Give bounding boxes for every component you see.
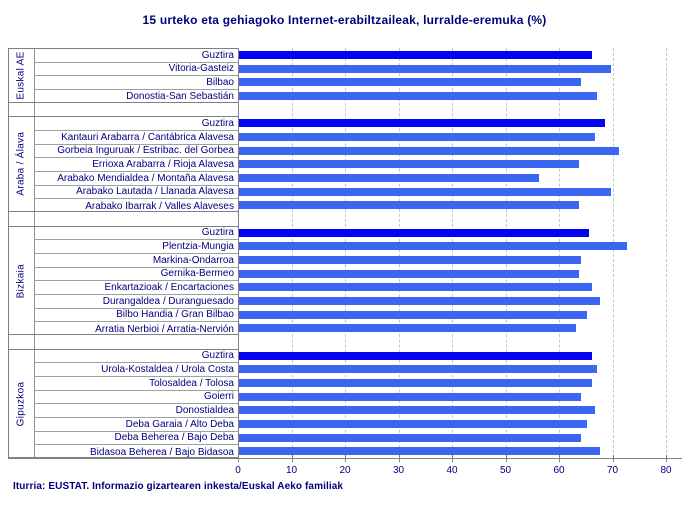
category-label: Donostialdea <box>34 404 238 418</box>
category-label: Bilbao <box>34 76 238 90</box>
bar-total <box>239 351 593 360</box>
bar <box>239 242 627 251</box>
category-label: Guztira <box>34 350 238 364</box>
category-group-1: Euskal AE Guztira Vitoria-Gasteiz Bilbao Don… <box>8 48 238 103</box>
category-label: Arratia Nerbioi / Arratia-Nervión <box>95 323 234 335</box>
x-axis-tick-label: 30 <box>392 465 405 476</box>
category-label: Vitoria-Gasteiz <box>34 63 238 77</box>
bar <box>239 283 593 292</box>
category-label: Gernika-Bermeo <box>34 268 238 282</box>
category-label: Arabako Lautada / Llanada Alavesa <box>34 186 238 200</box>
category-label: Durangaldea / Duranguesado <box>34 295 238 309</box>
x-axis-tick-label: 80 <box>660 465 672 476</box>
gridline-x-80 <box>666 48 667 458</box>
category-label: Guztira <box>34 117 238 131</box>
group-name-label: Bizkaia <box>15 263 27 298</box>
bar <box>239 173 539 182</box>
x-axis-tick-label: 0 <box>235 465 241 476</box>
category-label: Enkartazioak / Encartaciones <box>34 281 238 295</box>
category-label: Deba Garaia / Alto Deba <box>34 418 238 432</box>
category-label: Goierri <box>34 391 238 405</box>
category-label: Urola-Kostaldea / Urola Costa <box>34 363 238 377</box>
bar <box>239 324 577 333</box>
bar <box>239 64 611 73</box>
x-axis-tick-label: 50 <box>499 465 512 476</box>
group-name-label: Euskal AE <box>15 51 27 100</box>
bar-total <box>239 228 590 237</box>
category-label: Bidasoa Beherea / Bajo Bidasoa <box>90 446 234 458</box>
x-axis-tick <box>398 455 400 462</box>
group-name-label: Gipuzkoa <box>15 381 27 426</box>
category-label: Tolosaldea / Tolosa <box>34 377 238 391</box>
bar <box>239 132 595 141</box>
category-label: Bilbo Handia / Gran Bilbao <box>34 309 238 323</box>
chart-title: 15 urteko eta gehiagoko Internet-erabilt… <box>142 13 547 27</box>
bar-chart: Euskal AE Guztira Vitoria-Gasteiz Bilbao Don… <box>8 48 682 480</box>
label-area-left-border <box>8 48 9 458</box>
bar <box>239 91 598 100</box>
category-group-4: Gipuzkoa Guztira Urola-Kostaldea / Urola C… <box>8 348 238 458</box>
bar <box>239 406 595 415</box>
category-label: Errioxa Arabarra / Rioja Alavesa <box>34 158 238 172</box>
x-axis-tick <box>452 455 453 462</box>
category-label: Deba Beherea / Bajo Deba <box>34 432 238 446</box>
bar <box>239 146 619 155</box>
bar <box>239 187 611 196</box>
bar <box>239 392 582 401</box>
bar <box>239 201 579 210</box>
x-axis-tick-label: 70 <box>606 465 619 476</box>
bar <box>239 378 593 387</box>
category-label: Arabako Ibarrak / Valles Alaveses <box>85 200 234 212</box>
gridline-x-70 <box>612 48 614 458</box>
gridline-x-20 <box>345 48 346 458</box>
category-label: Donostia-San Sebastián <box>126 91 234 103</box>
bar <box>239 447 601 456</box>
x-axis-tick-label: 40 <box>446 465 458 476</box>
bar-total <box>239 119 606 128</box>
x-axis-tick <box>238 455 239 462</box>
x-axis-tick <box>666 455 667 462</box>
category-label: Guztira <box>34 49 238 63</box>
bar-total <box>239 50 593 59</box>
x-axis-tick <box>559 455 560 462</box>
gridline-x-60 <box>559 48 560 458</box>
group-name-label: Araba / Álava <box>15 132 27 197</box>
bar <box>239 310 587 319</box>
plot-area <box>238 48 682 458</box>
bar <box>239 419 587 428</box>
bar <box>239 255 582 264</box>
gridline-x-50 <box>505 48 507 458</box>
x-axis-tick-label: 60 <box>553 465 565 476</box>
category-axis-line <box>238 48 239 458</box>
bar <box>239 296 601 305</box>
x-axis-tick <box>291 455 293 462</box>
category-label: Guztira <box>34 227 238 241</box>
x-axis-tick <box>612 455 614 462</box>
category-label: Plentzia-Mungia <box>34 240 238 254</box>
bar <box>239 78 582 87</box>
category-group-3: Bizkaia Guztira Plentzia-Mungia Markina-Ond… <box>8 225 238 335</box>
gridline-x-40 <box>452 48 453 458</box>
x-axis-tick-label: 10 <box>285 465 298 476</box>
category-label: Markina-Ondarroa <box>34 254 238 268</box>
x-axis-tick-label: 20 <box>339 465 351 476</box>
gridline-x-30 <box>398 48 400 458</box>
bar <box>239 365 598 374</box>
bar <box>239 160 579 169</box>
x-axis-tick <box>505 455 507 462</box>
bar <box>239 433 582 442</box>
x-axis-tick <box>345 455 346 462</box>
category-group-2: Araba / Álava Guztira Kantauri Arabarra / … <box>8 116 238 212</box>
gridline-x-10 <box>291 48 293 458</box>
category-label: Kantauri Arabarra / Cantábrica Alavesa <box>34 131 238 145</box>
source-note: Iturria: EUSTAT. Informazio gizartearen … <box>13 481 344 492</box>
bar <box>239 269 579 278</box>
category-label: Gorbeia Inguruak / Estribac. del Gorbea <box>34 145 238 159</box>
category-label: Arabako Mendialdea / Montaña Alavesa <box>34 172 238 186</box>
